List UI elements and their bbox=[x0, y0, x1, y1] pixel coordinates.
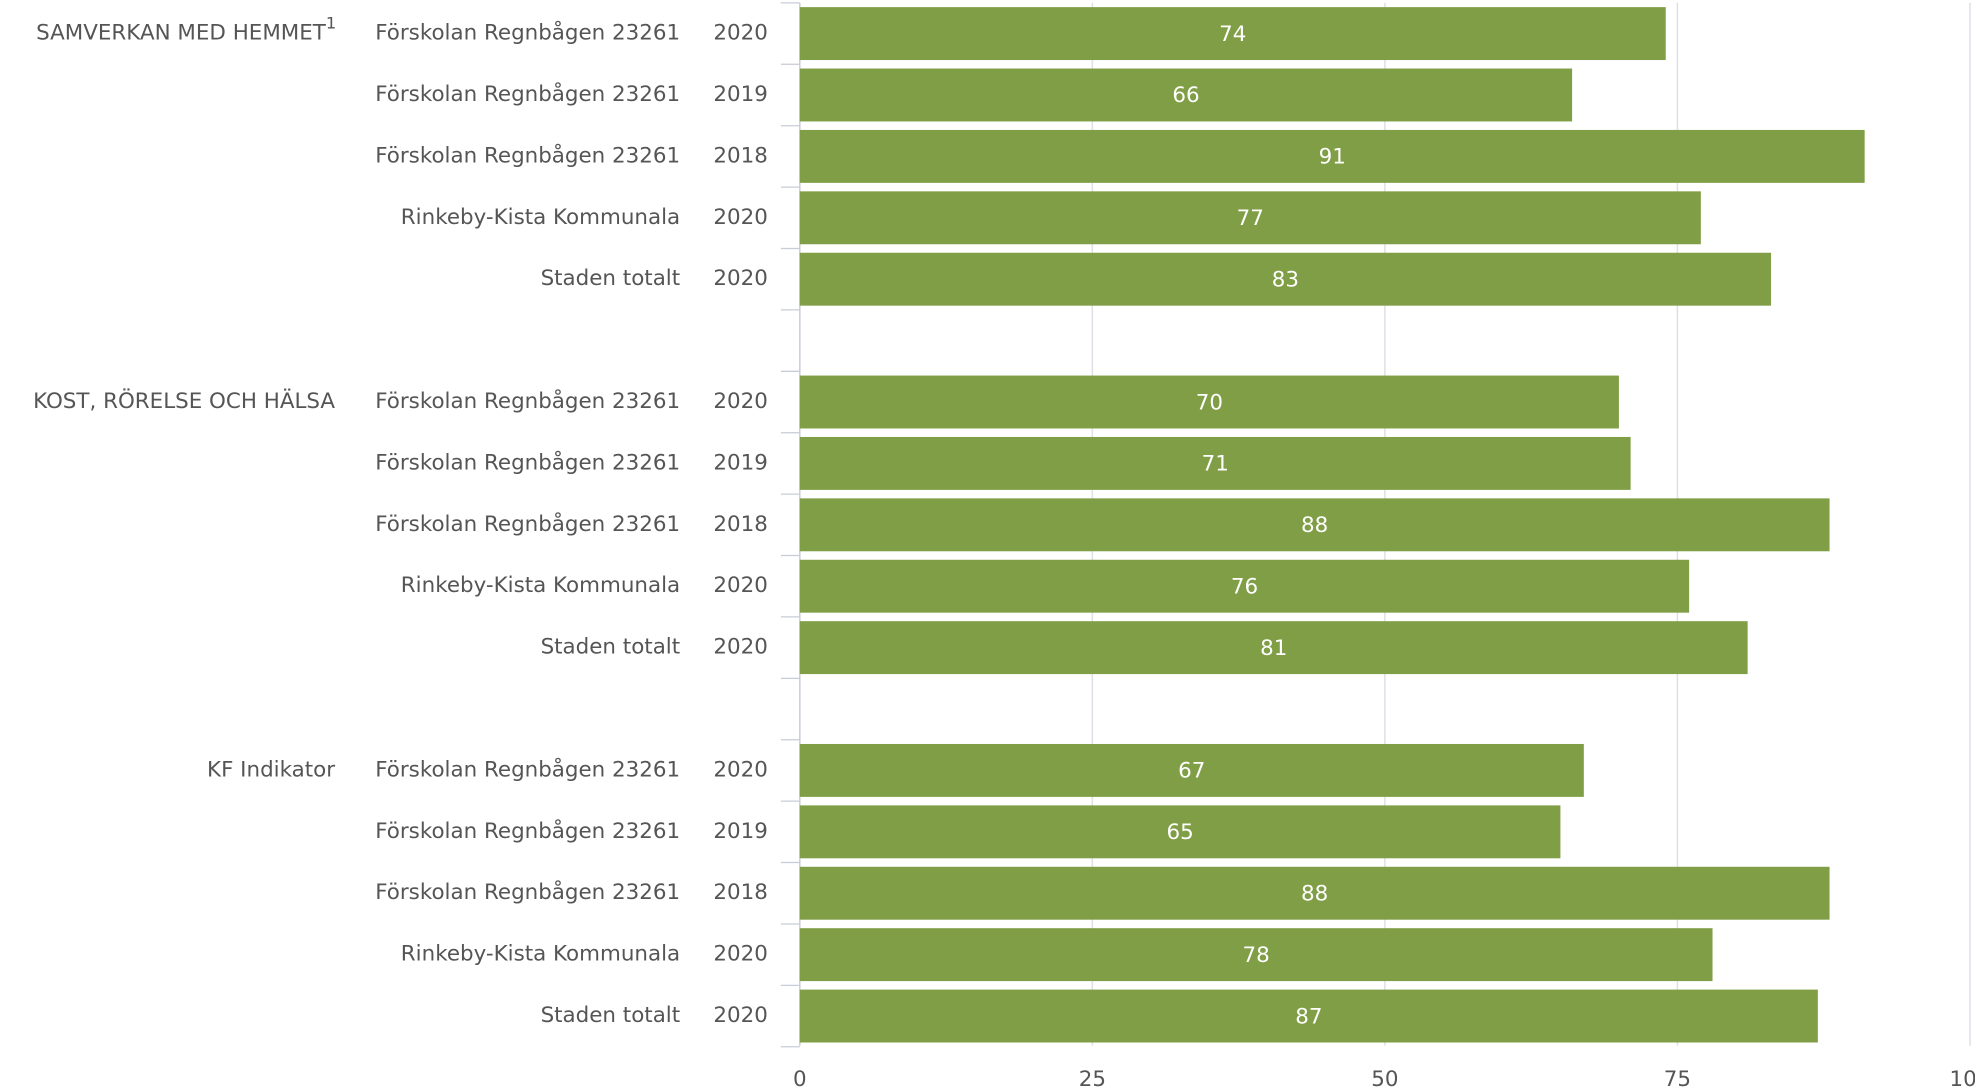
category-label: Rinkeby-Kista Kommunala bbox=[401, 942, 680, 967]
bar-label: 88 bbox=[1301, 882, 1328, 907]
group-label: SAMVERKAN MED HEMMET1 bbox=[36, 13, 336, 46]
bar-label: 83 bbox=[1272, 267, 1299, 292]
bar-label: 91 bbox=[1319, 145, 1346, 170]
x-tick-label: 75 bbox=[1664, 1067, 1691, 1089]
bar-label: 76 bbox=[1231, 574, 1258, 599]
year-label: 2019 bbox=[713, 450, 767, 475]
year-label: 2020 bbox=[713, 942, 767, 967]
category-label: Rinkeby-Kista Kommunala bbox=[401, 205, 680, 230]
category-label: Staden totalt bbox=[541, 266, 681, 291]
category-label: Förskolan Regnbågen 23261 bbox=[375, 756, 680, 782]
bar-label: 70 bbox=[1196, 390, 1223, 415]
x-tick-label: 0 bbox=[793, 1067, 807, 1089]
category-label: Förskolan Regnbågen 23261 bbox=[375, 818, 680, 844]
category-label: Förskolan Regnbågen 23261 bbox=[375, 20, 680, 46]
bar bbox=[799, 68, 1573, 122]
x-tick-label: 50 bbox=[1371, 1067, 1398, 1089]
year-label: 2020 bbox=[713, 1003, 767, 1028]
bar bbox=[799, 559, 1690, 613]
bar-label: 81 bbox=[1260, 636, 1287, 661]
bar-label: 67 bbox=[1178, 759, 1205, 784]
bar bbox=[799, 191, 1701, 245]
x-tick-label: 100 bbox=[1950, 1067, 1975, 1089]
bar-label: 71 bbox=[1202, 452, 1229, 477]
category-label: Förskolan Regnbågen 23261 bbox=[375, 388, 680, 414]
category-label: Förskolan Regnbågen 23261 bbox=[375, 142, 680, 168]
bar-label: 65 bbox=[1166, 820, 1193, 845]
year-label: 2020 bbox=[713, 266, 767, 291]
x-tick-label: 25 bbox=[1079, 1067, 1106, 1089]
year-label: 2019 bbox=[713, 82, 767, 107]
bar bbox=[799, 928, 1713, 982]
bar bbox=[799, 436, 1631, 490]
bar-label: 88 bbox=[1301, 513, 1328, 538]
year-label: 2020 bbox=[713, 389, 767, 414]
bar bbox=[799, 989, 1818, 1043]
category-label: Staden totalt bbox=[541, 1003, 681, 1028]
bar bbox=[799, 7, 1666, 61]
bar-label: 74 bbox=[1219, 22, 1246, 47]
bar bbox=[799, 866, 1830, 920]
bar bbox=[799, 129, 1865, 183]
group-note: 1 bbox=[326, 13, 336, 32]
bar-label: 87 bbox=[1295, 1004, 1322, 1029]
year-label: 2020 bbox=[713, 21, 767, 46]
year-label: 2018 bbox=[713, 880, 767, 905]
bar bbox=[799, 375, 1619, 429]
category-label: Förskolan Regnbågen 23261 bbox=[375, 879, 680, 905]
bar bbox=[799, 498, 1830, 552]
year-label: 2019 bbox=[713, 819, 767, 844]
group-label: KF Indikator bbox=[207, 757, 335, 782]
bar bbox=[799, 252, 1772, 306]
bar-label: 77 bbox=[1237, 206, 1264, 231]
year-label: 2020 bbox=[713, 205, 767, 230]
year-label: 2018 bbox=[713, 512, 767, 537]
bar bbox=[799, 621, 1748, 675]
category-label: Förskolan Regnbågen 23261 bbox=[375, 511, 680, 537]
category-label: Förskolan Regnbågen 23261 bbox=[375, 81, 680, 107]
category-label: Rinkeby-Kista Kommunala bbox=[401, 573, 680, 598]
group-label: KOST, RÖRELSE OCH HÄLSA bbox=[33, 388, 335, 414]
category-label: Förskolan Regnbågen 23261 bbox=[375, 449, 680, 475]
bar bbox=[799, 743, 1584, 797]
year-label: 2018 bbox=[713, 143, 767, 168]
bar-label: 66 bbox=[1172, 83, 1199, 108]
category-label: Staden totalt bbox=[541, 635, 681, 660]
bar-label: 78 bbox=[1243, 943, 1270, 968]
group-name: SAMVERKAN MED HEMMET bbox=[36, 21, 327, 46]
year-label: 2020 bbox=[713, 757, 767, 782]
year-label: 2020 bbox=[713, 573, 767, 598]
bar bbox=[799, 805, 1561, 859]
year-label: 2020 bbox=[713, 635, 767, 660]
